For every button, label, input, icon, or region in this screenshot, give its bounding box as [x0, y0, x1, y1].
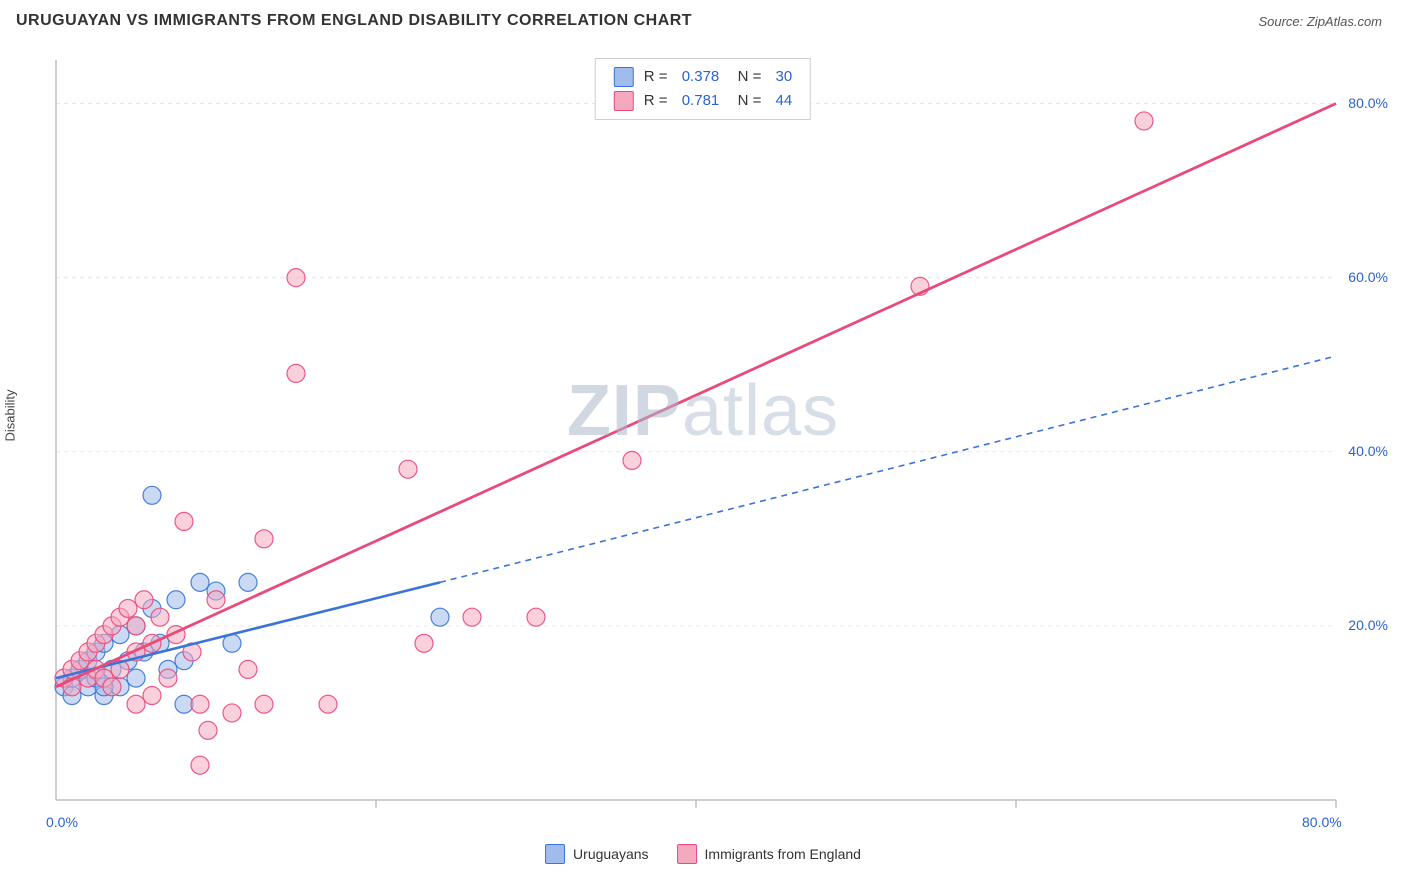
legend-swatch	[545, 844, 565, 864]
source-credit: Source: ZipAtlas.com	[1258, 14, 1382, 29]
stats-row: R = 0.378 N = 30	[614, 65, 792, 89]
x-axis-max-label: 80.0%	[1302, 814, 1342, 830]
chart-title: URUGUAYAN VS IMMIGRANTS FROM ENGLAND DIS…	[16, 12, 692, 30]
stat-n-value: 44	[776, 89, 793, 113]
legend-item: Uruguayans	[545, 844, 649, 864]
stat-r-value: 0.378	[682, 65, 720, 89]
chart-container: Disability ZIPatlas R = 0.378 N = 30R = …	[16, 50, 1390, 870]
y-axis-label: Disability	[3, 389, 18, 441]
y-axis-tick-label: 60.0%	[1348, 269, 1388, 285]
legend-label: Immigrants from England	[705, 846, 861, 862]
correlation-stats-box: R = 0.378 N = 30R = 0.781 N = 44	[595, 58, 811, 120]
stat-n-value: 30	[776, 65, 793, 89]
stat-n-label: N =	[729, 65, 765, 89]
stat-r-label: R =	[644, 89, 672, 113]
scatter-chart	[16, 50, 1356, 840]
stat-n-label: N =	[729, 89, 765, 113]
stats-row: R = 0.781 N = 44	[614, 89, 792, 113]
legend-swatch	[677, 844, 697, 864]
y-axis-tick-label: 20.0%	[1348, 617, 1388, 633]
header: URUGUAYAN VS IMMIGRANTS FROM ENGLAND DIS…	[0, 0, 1406, 38]
legend: Uruguayans Immigrants from England	[545, 844, 861, 864]
x-axis-min-label: 0.0%	[46, 814, 78, 830]
y-axis-tick-label: 40.0%	[1348, 443, 1388, 459]
stat-r-value: 0.781	[682, 89, 720, 113]
legend-label: Uruguayans	[573, 846, 649, 862]
stat-r-label: R =	[644, 65, 672, 89]
series-swatch	[614, 67, 634, 87]
series-swatch	[614, 91, 634, 111]
legend-item: Immigrants from England	[677, 844, 861, 864]
y-axis-tick-label: 80.0%	[1348, 95, 1388, 111]
